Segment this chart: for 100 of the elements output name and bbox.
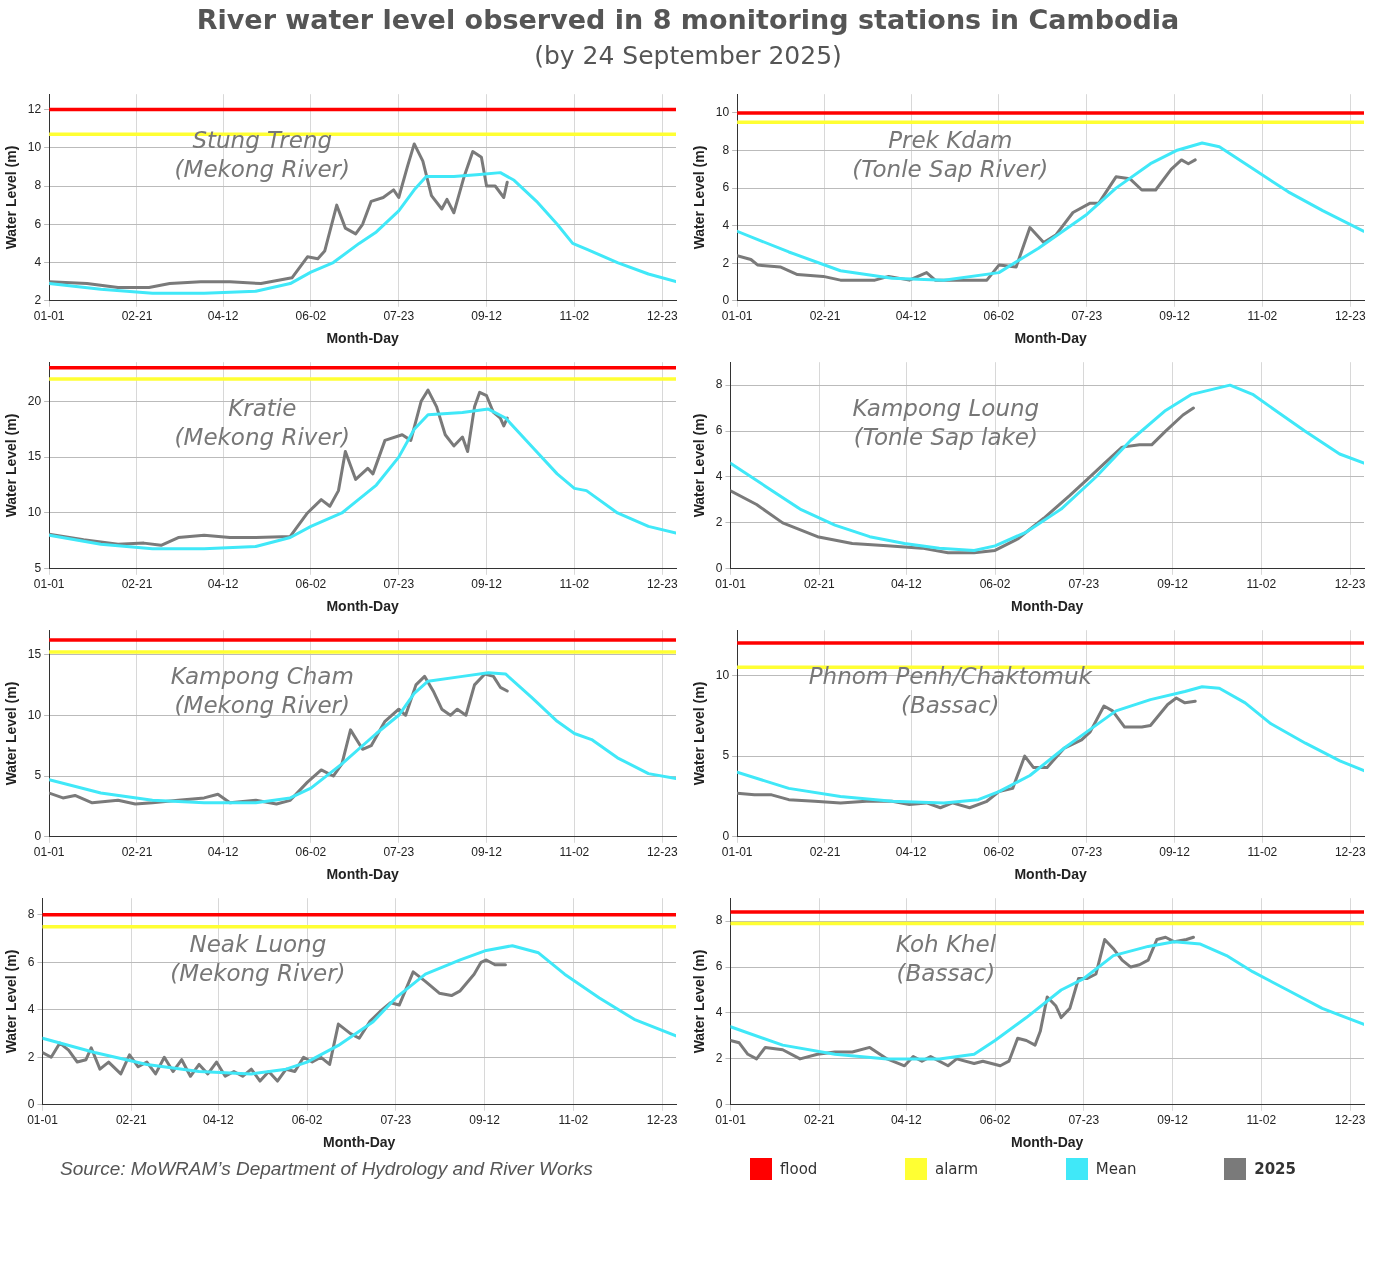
y-tick-label: 4 [722,217,730,232]
x-tick-label: 11-02 [559,845,590,860]
y-tick-label: 0 [722,829,730,844]
x-tick-label: 02-21 [115,1113,147,1128]
x-tick-label: 12-23 [646,845,678,860]
x-tick-label: 07-23 [380,1113,412,1128]
y-tick-label: 15 [27,449,42,464]
x-axis-title: Month-Day [1011,1134,1084,1151]
x-axis-title: Month-Day [1014,866,1087,883]
x-axis-title: Month-Day [1014,330,1087,347]
y-axis-title: Water Level (m) [691,413,708,518]
x-tick-label: 07-23 [383,845,415,860]
x-tick-label: 01-01 [33,845,65,860]
x-tick-label: 04-12 [890,1113,922,1128]
x-tick-label: 09-12 [1159,309,1191,324]
y-tick-label: 8 [715,377,723,392]
legend-label: flood [780,1160,818,1178]
legend-label: alarm [934,1160,979,1178]
x-tick-label: 02-21 [809,309,841,324]
x-tick-label: 12-23 [646,1113,678,1128]
x-tick-label: 11-02 [1247,845,1278,860]
x-tick-label: 12-23 [1334,845,1366,860]
x-tick-label: 06-02 [291,1113,323,1128]
y-tick-label: 0 [722,293,730,308]
x-tick-label: 01-01 [721,845,753,860]
x-tick-label: 06-02 [979,577,1011,592]
y-axis-title: Water Level (m) [3,949,20,1054]
y-tick-label: 2 [34,293,42,308]
x-tick-label: 01-01 [721,309,753,324]
y-tick-label: 5 [722,748,730,763]
x-tick-label: 06-02 [983,309,1015,324]
y-tick-label: 10 [715,105,730,120]
y-tick-label: 4 [27,1002,35,1017]
y-axis-title: Water Level (m) [691,681,708,786]
text: Neak Luong (Mekong River) [170,930,346,986]
y-tick-label: 2 [715,1051,723,1066]
y-axis-title: Water Level (m) [691,949,708,1054]
y-tick-label: 4 [715,469,723,484]
x-tick-label: 12-23 [646,577,678,592]
x-tick-label: 09-12 [471,309,503,324]
text: Prek Kdam (Tonle Sap River) [852,126,1049,182]
text: Kampong Cham (Mekong River) [170,662,354,718]
y-axis-title: Water Level (m) [3,413,20,518]
legend-label: 2025 [1254,1160,1296,1178]
y-tick-label: 0 [27,1097,35,1112]
x-tick-label: 11-02 [1246,577,1277,592]
y-tick-label: 4 [715,1005,723,1020]
x-tick-label: 09-12 [1157,577,1189,592]
x-tick-label: 11-02 [558,1113,589,1128]
y-axis-title: Water Level (m) [691,145,708,250]
x-tick-label: 12-23 [646,309,678,324]
x-tick-label: 09-12 [471,577,503,592]
x-tick-label: 12-23 [1334,577,1366,592]
x-axis-title: Month-Day [323,1134,396,1151]
y-tick-label: 10 [27,140,42,155]
x-tick-label: 01-01 [33,577,65,592]
x-tick-label: 11-02 [559,577,590,592]
x-tick-label: 09-12 [1157,1113,1189,1128]
y-tick-label: 4 [34,254,42,269]
y-tick-label: 2 [27,1049,35,1064]
y-axis-title: Water Level (m) [3,681,20,786]
x-tick-label: 02-21 [121,577,153,592]
x-tick-label: 02-21 [121,309,153,324]
x-axis-title: Month-Day [326,866,399,883]
y-tick-label: 10 [27,707,42,722]
x-tick-label: 02-21 [121,845,153,860]
x-tick-label: 11-02 [1247,309,1278,324]
x-tick-label: 09-12 [469,1113,501,1128]
x-tick-label: 07-23 [383,577,415,592]
x-tick-label: 04-12 [202,1113,234,1128]
x-tick-label: 02-21 [803,577,835,592]
x-tick-label: 11-02 [559,309,590,324]
y-tick-label: 5 [34,768,42,783]
x-tick-label: 07-23 [1068,1113,1100,1128]
y-tick-label: 2 [722,255,730,270]
y-tick-label: 12 [27,101,42,116]
x-tick-label: 12-23 [1334,1113,1366,1128]
x-tick-label: 02-21 [809,845,841,860]
x-tick-label: 06-02 [295,577,327,592]
x-tick-label: 02-21 [803,1113,835,1128]
x-tick-label: 07-23 [1071,845,1103,860]
x-axis-title: Month-Day [1011,598,1084,615]
x-tick-label: 06-02 [295,845,327,860]
y-tick-label: 6 [34,216,42,231]
y-tick-label: 8 [34,178,42,193]
text: Koh Khel (Bassac) [895,930,997,986]
y-tick-label: 6 [27,954,35,969]
x-tick-label: 11-02 [1246,1113,1277,1128]
y-tick-label: 8 [715,913,723,928]
x-tick-label: 09-12 [1159,845,1191,860]
x-tick-label: 04-12 [207,845,239,860]
y-tick-label: 0 [715,561,723,576]
y-tick-label: 0 [715,1097,723,1112]
x-tick-label: 04-12 [207,577,239,592]
x-tick-label: 04-12 [890,577,922,592]
text: Phnom Penh/Chaktomuk (Bassac) [808,662,1094,718]
x-tick-label: 01-01 [27,1113,59,1128]
x-tick-label: 07-23 [1068,577,1100,592]
x-tick-label: 01-01 [715,577,747,592]
x-tick-label: 07-23 [383,309,415,324]
